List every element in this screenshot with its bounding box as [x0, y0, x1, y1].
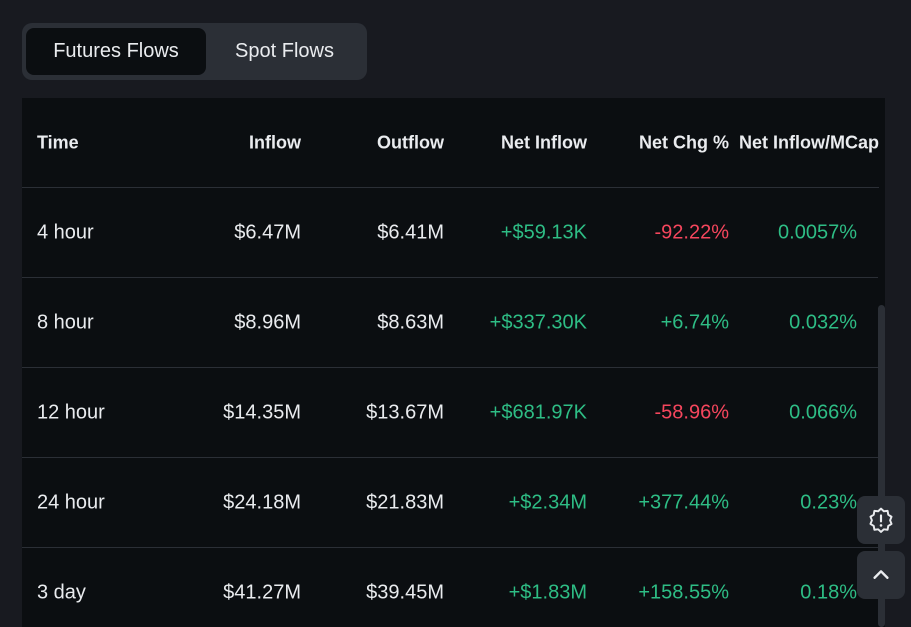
column-header-net-chg[interactable]: Net Chg %	[639, 132, 729, 152]
net-chg-cell: +158.55%	[638, 581, 729, 603]
time-cell: 3 day	[37, 581, 86, 603]
scroll-to-top-button[interactable]	[857, 551, 905, 599]
column-header-net-inflow[interactable]: Net Inflow	[501, 132, 587, 152]
net-chg-cell: -92.22%	[654, 221, 730, 243]
column-header-time[interactable]: Time	[37, 132, 79, 152]
net-inflow-mcap-cell: 0.23%	[800, 491, 857, 513]
net-inflow-mcap-cell: 0.18%	[800, 581, 857, 603]
outflow-cell: $13.67M	[366, 401, 444, 423]
column-header-outflow[interactable]: Outflow	[377, 132, 444, 152]
net-inflow-cell: +$337.30K	[489, 311, 587, 333]
flows-table: Time Inflow Outflow Net Inflow Net Chg %…	[22, 98, 885, 627]
table-header: Time Inflow Outflow Net Inflow Net Chg %…	[22, 98, 879, 188]
table-row: 4 hour $6.47M $6.41M +$59.13K -92.22% 0.…	[22, 188, 879, 278]
chevron-up-icon	[870, 564, 892, 586]
column-header-net-inflow-mcap[interactable]: Net Inflow/MCap	[739, 132, 879, 152]
outflow-cell: $6.41M	[377, 221, 444, 243]
column-header-inflow[interactable]: Inflow	[249, 132, 301, 152]
table-scrollbar-thumb[interactable]	[878, 305, 885, 627]
feedback-button[interactable]	[857, 496, 905, 544]
net-inflow-cell: +$59.13K	[500, 221, 587, 243]
inflow-cell: $8.96M	[234, 311, 301, 333]
outflow-cell: $39.45M	[366, 581, 444, 603]
net-inflow-mcap-cell: 0.032%	[789, 311, 857, 333]
alert-badge-icon	[868, 507, 894, 533]
net-chg-cell: +6.74%	[660, 311, 729, 333]
net-chg-cell: -58.96%	[654, 401, 730, 423]
outflow-cell: $21.83M	[366, 491, 444, 513]
time-cell: 4 hour	[37, 221, 94, 243]
table-row: 24 hour $24.18M $21.83M +$2.34M +377.44%…	[22, 458, 879, 548]
inflow-cell: $6.47M	[234, 221, 301, 243]
time-cell: 24 hour	[37, 491, 105, 513]
table-row: 3 day $41.27M $39.45M +$1.83M +158.55% 0…	[22, 548, 879, 627]
net-inflow-cell: +$1.83M	[508, 581, 587, 603]
tab-futures-flows[interactable]: Futures Flows	[26, 28, 206, 75]
inflow-cell: $14.35M	[223, 401, 301, 423]
net-chg-cell: +377.44%	[638, 491, 729, 513]
net-inflow-mcap-cell: 0.066%	[789, 401, 857, 423]
inflow-cell: $24.18M	[223, 491, 301, 513]
time-cell: 12 hour	[37, 401, 105, 423]
inflow-cell: $41.27M	[223, 581, 301, 603]
outflow-cell: $8.63M	[377, 311, 444, 333]
table-row: 8 hour $8.96M $8.63M +$337.30K +6.74% 0.…	[22, 278, 879, 368]
tab-spot-flows[interactable]: Spot Flows	[235, 40, 334, 62]
net-inflow-mcap-cell: 0.0057%	[778, 221, 857, 243]
net-inflow-cell: +$2.34M	[508, 491, 587, 513]
time-cell: 8 hour	[37, 311, 94, 333]
flow-type-tabs: Futures Flows Spot Flows	[22, 23, 367, 80]
net-inflow-cell: +$681.97K	[489, 401, 587, 423]
table-row: 12 hour $14.35M $13.67M +$681.97K -58.96…	[22, 368, 879, 458]
